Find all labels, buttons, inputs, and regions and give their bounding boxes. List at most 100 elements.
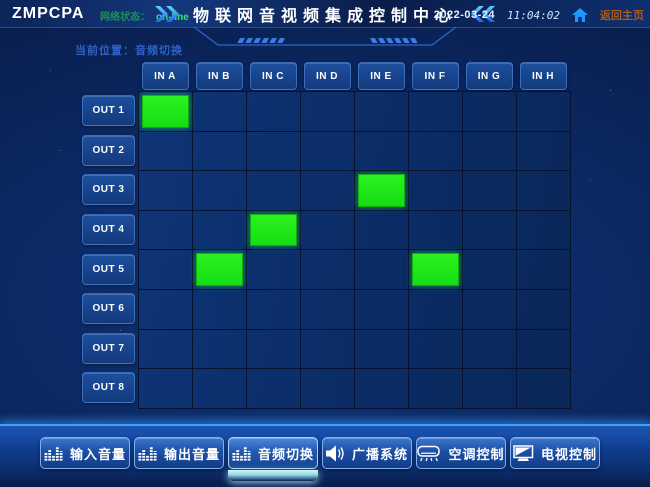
matrix-cell-out2-inc[interactable] xyxy=(247,131,301,172)
matrix-cell-out5-ina[interactable] xyxy=(139,250,193,290)
matrix-cell-out5-inf[interactable] xyxy=(409,250,463,290)
col-header-inb[interactable]: IN B xyxy=(195,62,243,90)
row-slot: OUT 4 xyxy=(82,210,135,250)
broadcast-button[interactable]: 广播系统 xyxy=(322,437,412,469)
row-slot: OUT 5 xyxy=(82,249,135,289)
matrix-cell-out3-inb[interactable] xyxy=(193,171,247,211)
matrix-cell-out7-ing[interactable] xyxy=(463,329,517,370)
col-header-ina[interactable]: IN A xyxy=(141,62,189,90)
matrix-column-headers: IN A IN B IN C IN D IN E IN F IN G IN H xyxy=(138,62,570,90)
matrix-cell-out2-inh[interactable] xyxy=(517,131,571,172)
matrix-cell-out5-inh[interactable] xyxy=(517,250,571,290)
matrix-cell-out6-ing[interactable] xyxy=(463,289,517,330)
row-header-out4[interactable]: OUT 4 xyxy=(82,214,135,246)
matrix-cell-out2-inf[interactable] xyxy=(409,131,463,172)
audio-switch-button[interactable]: 音频切换 xyxy=(228,437,318,481)
matrix-cell-out8-ina[interactable] xyxy=(139,369,193,409)
col-header-inh[interactable]: IN H xyxy=(519,62,567,90)
matrix-cell-out4-ine[interactable] xyxy=(355,210,409,251)
matrix-cell-out3-ing[interactable] xyxy=(463,171,517,211)
row-header-out1[interactable]: OUT 1 xyxy=(82,95,135,127)
matrix-cell-out3-inc[interactable] xyxy=(247,171,301,211)
matrix-cell-out1-ind[interactable] xyxy=(301,92,355,132)
toolbar-buttons: 输入音量 输出音量 音频切换 广播系统 空调控制 电视控制 xyxy=(40,437,600,481)
matrix-cell-out4-inc[interactable] xyxy=(247,210,301,251)
matrix-cell-out8-inc[interactable] xyxy=(247,369,301,409)
matrix-cell-out5-ing[interactable] xyxy=(463,250,517,290)
matrix-cell-out6-inc[interactable] xyxy=(247,289,301,330)
air-conditioner-icon xyxy=(417,445,441,462)
matrix-cell-out8-inb[interactable] xyxy=(193,369,247,409)
matrix-cell-out7-ind[interactable] xyxy=(301,329,355,370)
matrix-cell-out5-ind[interactable] xyxy=(301,250,355,290)
matrix-cell-out6-ind[interactable] xyxy=(301,289,355,330)
matrix-cell-out8-inf[interactable] xyxy=(409,369,463,409)
row-header-out8[interactable]: OUT 8 xyxy=(82,372,135,404)
matrix-cell-out7-ina[interactable] xyxy=(139,329,193,370)
matrix-cell-out1-inf[interactable] xyxy=(409,92,463,132)
breadcrumb-label: 当前位置： xyxy=(75,45,135,57)
matrix-cell-out8-ind[interactable] xyxy=(301,369,355,409)
row-header-out2[interactable]: OUT 2 xyxy=(82,134,135,166)
row-slot: OUT 2 xyxy=(82,131,135,171)
matrix-cell-out8-ine[interactable] xyxy=(355,369,409,409)
col-slot: IN D xyxy=(300,62,354,90)
active-route-indicator xyxy=(142,95,189,128)
matrix-cell-out6-inf[interactable] xyxy=(409,289,463,330)
tv-control-button[interactable]: 电视控制 xyxy=(510,437,600,469)
output-volume-button[interactable]: 输出音量 xyxy=(134,437,224,469)
matrix-cell-out1-inh[interactable] xyxy=(517,92,571,132)
matrix-row-headers: OUT 1 OUT 2 OUT 3 OUT 4 OUT 5 OUT 6 OUT 7 OUT 8 xyxy=(82,91,135,408)
matrix-cell-out1-ine[interactable] xyxy=(355,92,409,132)
matrix-cell-out6-inb[interactable] xyxy=(193,289,247,330)
matrix-cell-out2-ing[interactable] xyxy=(463,131,517,172)
col-header-inc[interactable]: IN C xyxy=(249,62,297,90)
matrix-cell-out4-inh[interactable] xyxy=(517,210,571,251)
matrix-cell-out7-inh[interactable] xyxy=(517,329,571,370)
matrix-cell-out3-inf[interactable] xyxy=(409,171,463,211)
return-home-link[interactable]: 返回主页 xyxy=(600,10,644,22)
col-header-ing[interactable]: IN G xyxy=(465,62,513,90)
matrix-cell-out8-inh[interactable] xyxy=(517,369,571,409)
matrix-cell-out3-ine[interactable] xyxy=(355,171,409,211)
matrix-cell-out1-inb[interactable] xyxy=(193,92,247,132)
matrix-cell-out5-inc[interactable] xyxy=(247,250,301,290)
matrix-cell-out3-ina[interactable] xyxy=(139,171,193,211)
ac-control-button[interactable]: 空调控制 xyxy=(416,437,506,469)
matrix-cell-out1-inc[interactable] xyxy=(247,92,301,132)
matrix-cell-out4-inf[interactable] xyxy=(409,210,463,251)
matrix-cell-out3-ind[interactable] xyxy=(301,171,355,211)
matrix-cell-out3-inh[interactable] xyxy=(517,171,571,211)
matrix-cell-out4-inb[interactable] xyxy=(193,210,247,251)
row-header-out3[interactable]: OUT 3 xyxy=(82,174,135,206)
matrix-cell-out1-ing[interactable] xyxy=(463,92,517,132)
row-header-out5[interactable]: OUT 5 xyxy=(82,253,135,285)
col-header-inf[interactable]: IN F xyxy=(411,62,459,90)
matrix-cell-out7-inf[interactable] xyxy=(409,329,463,370)
home-icon[interactable] xyxy=(572,8,588,22)
matrix-cell-out8-ing[interactable] xyxy=(463,369,517,409)
header-right: 2022-03-24 11:04:02 返回主页 xyxy=(434,7,644,23)
matrix-cell-out4-ina[interactable] xyxy=(139,210,193,251)
matrix-cell-out6-ine[interactable] xyxy=(355,289,409,330)
col-header-ine[interactable]: IN E xyxy=(357,62,405,90)
matrix-cell-out2-ine[interactable] xyxy=(355,131,409,172)
matrix-cell-out7-ine[interactable] xyxy=(355,329,409,370)
matrix-cell-out7-inb[interactable] xyxy=(193,329,247,370)
matrix-cell-out6-inh[interactable] xyxy=(517,289,571,330)
matrix-cell-out5-inb[interactable] xyxy=(193,250,247,290)
matrix-cell-out2-inb[interactable] xyxy=(193,131,247,172)
matrix-cell-out2-ind[interactable] xyxy=(301,131,355,172)
row-header-out6[interactable]: OUT 6 xyxy=(82,293,135,325)
matrix-cell-out4-ing[interactable] xyxy=(463,210,517,251)
matrix-cell-out2-ina[interactable] xyxy=(139,131,193,172)
matrix-cell-out7-inc[interactable] xyxy=(247,329,301,370)
matrix-cell-out4-ind[interactable] xyxy=(301,210,355,251)
matrix-cell-out5-ine[interactable] xyxy=(355,250,409,290)
col-header-ind[interactable]: IN D xyxy=(303,62,351,90)
row-header-out7[interactable]: OUT 7 xyxy=(82,332,135,364)
matrix-cell-out1-ina[interactable] xyxy=(139,92,193,132)
active-route-indicator xyxy=(250,213,297,247)
matrix-cell-out6-ina[interactable] xyxy=(139,289,193,330)
input-volume-button[interactable]: 输入音量 xyxy=(40,437,130,469)
